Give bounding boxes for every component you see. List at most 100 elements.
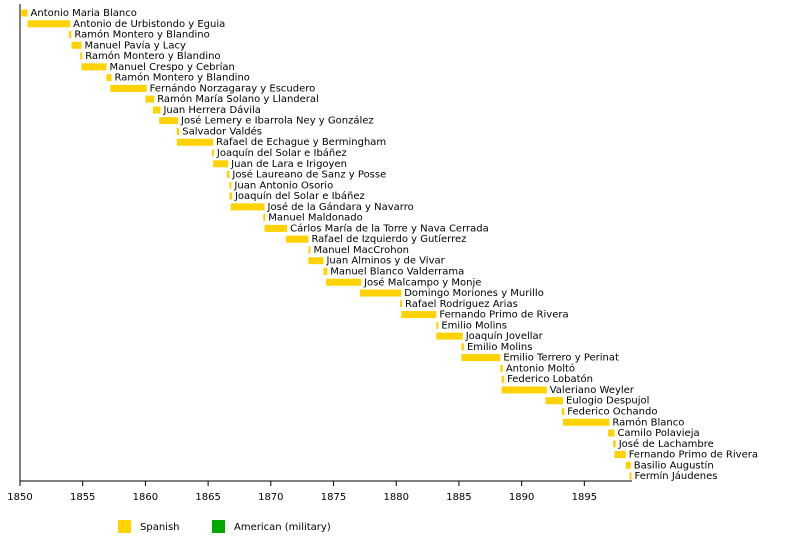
bar-label: Camilo Polavieja bbox=[617, 428, 699, 439]
bar bbox=[110, 84, 147, 92]
bar bbox=[176, 138, 214, 146]
bar-label: Emilio Terrero y Perinat bbox=[503, 353, 619, 364]
bar-label: Fernando Primo de Rivera bbox=[629, 450, 758, 461]
bar bbox=[500, 364, 503, 372]
bar bbox=[230, 203, 265, 211]
bar bbox=[323, 267, 328, 275]
bar bbox=[629, 472, 632, 480]
bar-label: Manuel Maldonado bbox=[268, 213, 362, 224]
bar-label: Cárlos María de la Torre y Nava Cerrada bbox=[290, 222, 489, 234]
bar bbox=[229, 192, 232, 200]
bar bbox=[545, 397, 564, 405]
bar bbox=[614, 451, 626, 459]
bar-label: Eulogio Despujol bbox=[566, 396, 649, 407]
bar-label: Juan Herrera Dávila bbox=[162, 104, 260, 116]
bar bbox=[176, 127, 180, 135]
bar bbox=[106, 74, 112, 82]
bar bbox=[401, 311, 437, 319]
bar bbox=[501, 386, 547, 394]
bar-label: Antonio Moltó bbox=[506, 362, 575, 374]
bar bbox=[608, 429, 615, 437]
bar-label: Juan de Lara e Irigoyen bbox=[230, 159, 347, 170]
bar bbox=[21, 9, 28, 17]
bar-label: Manuel Crespo y Cebrían bbox=[110, 61, 235, 73]
bar-label: Antonio Maria Blanco bbox=[31, 8, 137, 19]
legend-swatch bbox=[118, 520, 131, 533]
bar bbox=[81, 63, 107, 71]
bar bbox=[152, 106, 161, 114]
x-tick-label: 1865 bbox=[195, 492, 220, 503]
bar-label: Emilio Molins bbox=[441, 320, 507, 331]
bar bbox=[613, 440, 616, 448]
bar-label: Manuel Blanco Valderrama bbox=[330, 266, 464, 277]
bar-label: Rafael de Izquierdo y Gutíerrez bbox=[311, 233, 466, 245]
bar bbox=[625, 461, 631, 469]
bar-label: Domingo Moriones y Murillo bbox=[404, 288, 544, 299]
bar bbox=[71, 41, 82, 49]
bar bbox=[80, 52, 83, 60]
bar bbox=[501, 375, 505, 383]
bar bbox=[159, 117, 179, 125]
x-tick-label: 1895 bbox=[572, 492, 597, 503]
bar-label: Fernando Primo de Rivera bbox=[439, 310, 568, 321]
bar-label: Basilio Augustín bbox=[634, 459, 714, 471]
bar bbox=[68, 31, 72, 39]
bar bbox=[359, 289, 402, 297]
bar-label: Rafael Rodriguez Arias bbox=[405, 299, 518, 310]
x-tick-label: 1860 bbox=[133, 492, 158, 503]
bar-label: Joaquín del Solar e Ibáñez bbox=[234, 190, 365, 202]
bar bbox=[461, 343, 464, 351]
bar-label: Joaquín Jovellar bbox=[465, 330, 544, 342]
x-tick-label: 1850 bbox=[7, 492, 32, 503]
legend-label: Spanish bbox=[140, 522, 180, 533]
bar-label: Juan Alminos y de Vivar bbox=[325, 256, 445, 267]
bar-label: Salvador Valdés bbox=[182, 125, 262, 137]
bar bbox=[326, 278, 362, 286]
bar-label: Antonio de Urbistondo y Eguia bbox=[73, 19, 225, 30]
bar-label: Ramón Montero y Blandino bbox=[85, 50, 220, 62]
bar-label: Federico Lobatón bbox=[507, 373, 593, 385]
x-tick-label: 1870 bbox=[258, 492, 283, 503]
bar bbox=[264, 224, 288, 232]
bar-label: Rafael de Echague y Bermingham bbox=[216, 137, 386, 148]
bar-label: Valeriano Weyler bbox=[550, 385, 635, 396]
bar bbox=[436, 321, 439, 329]
bar-label: Ramón Blanco bbox=[612, 416, 684, 428]
bar bbox=[213, 160, 229, 168]
bar bbox=[399, 300, 402, 308]
bar-label: José Laureano de Sanz y Posse bbox=[231, 169, 386, 181]
bar-label: Emilio Molins bbox=[467, 342, 533, 353]
legend-label: American (military) bbox=[234, 522, 331, 533]
bar-label: Federico Ochando bbox=[567, 406, 657, 417]
x-tick-label: 1875 bbox=[321, 492, 346, 503]
bar-label: Ramón Montero y Blandino bbox=[74, 29, 209, 41]
bar bbox=[229, 181, 232, 189]
legend-swatch bbox=[212, 520, 225, 533]
bar bbox=[308, 246, 311, 254]
bar bbox=[461, 354, 501, 362]
bar-label: José de Lachambre bbox=[618, 438, 714, 450]
bar bbox=[436, 332, 463, 340]
bar-label: Ramón María Solano y Llanderal bbox=[157, 93, 319, 105]
bar bbox=[285, 235, 309, 243]
bar-label: Manuel MacCrohon bbox=[313, 245, 409, 256]
bar bbox=[263, 214, 266, 222]
bar bbox=[226, 171, 230, 179]
x-tick-label: 1885 bbox=[446, 492, 471, 503]
bar-label: José de la Gándara y Navarro bbox=[267, 201, 414, 213]
bar bbox=[308, 257, 324, 265]
bar-label: Manuel Pavía y Lacy bbox=[84, 39, 186, 51]
bar-label: Joaquín del Solar e Ibáñez bbox=[216, 147, 347, 159]
bar-label: José Lemery e Ibarrola Ney y González bbox=[180, 115, 374, 127]
bar-label: José Malcampo y Monje bbox=[363, 276, 481, 288]
bar-label: Fermín Jáudenes bbox=[634, 470, 717, 482]
bar-label: Ramón Montero y Blandino bbox=[115, 72, 250, 84]
bar bbox=[561, 407, 565, 415]
x-tick-label: 1855 bbox=[70, 492, 95, 503]
bar bbox=[145, 95, 155, 103]
bar-label: Fernándo Norzagaray y Escudero bbox=[150, 82, 316, 94]
x-tick-label: 1880 bbox=[384, 492, 409, 503]
bar bbox=[563, 418, 610, 426]
x-tick-label: 1890 bbox=[509, 492, 534, 503]
